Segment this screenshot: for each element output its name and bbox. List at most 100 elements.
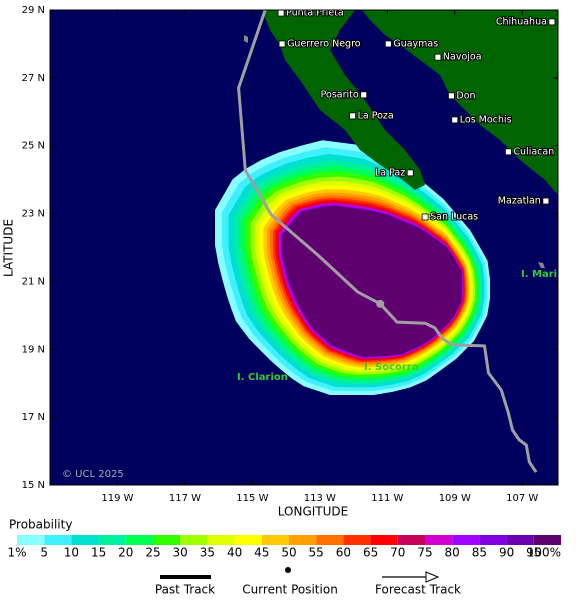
legend-tick-label: 40	[227, 546, 242, 560]
legend-tick-label: 65	[363, 546, 378, 560]
place-marker	[360, 91, 368, 99]
legend-tick-label: 90	[499, 546, 514, 560]
legend-tick-label: 80	[445, 546, 460, 560]
legend-tick-label: 85	[472, 546, 487, 560]
legend-swatch	[479, 535, 507, 545]
island-label: I. Clarion	[237, 372, 288, 383]
map-frame	[49, 9, 559, 486]
x-tick-label: 111 W	[371, 493, 403, 504]
place-label: Guaymas	[393, 38, 438, 49]
current-position-label: Current Position	[242, 583, 338, 597]
y-tick-label: 19 N	[22, 344, 45, 355]
legend-tick-label: 35	[200, 546, 215, 560]
place-label: San Lucas	[430, 211, 478, 222]
forecast-track-arrow	[425, 571, 440, 583]
place-marker	[421, 213, 429, 221]
credit: © UCL 2025	[62, 469, 124, 480]
legend-swatch	[261, 535, 289, 545]
place-marker	[451, 116, 459, 124]
place-label: Mazatlan	[498, 196, 541, 207]
legend-tick-label: 55	[309, 546, 324, 560]
legend-swatch	[343, 535, 371, 545]
y-axis-label: LATITUDE	[2, 219, 16, 277]
legend-tick-label: 70	[390, 546, 405, 560]
past-track-label: Past Track	[155, 583, 215, 597]
y-tick-label: 29 N	[22, 5, 45, 16]
legend-swatch	[98, 535, 126, 545]
place-label: Posarito	[321, 89, 359, 100]
y-tick-label: 17 N	[22, 412, 45, 423]
place-marker	[434, 53, 442, 61]
x-tick-label: 119 W	[101, 493, 133, 504]
place-label: Don	[456, 90, 475, 101]
legend-swatch	[289, 535, 317, 545]
y-tick-label: 23 N	[22, 209, 45, 220]
place-label: La Poza	[358, 110, 394, 121]
place-marker	[349, 112, 356, 120]
place-marker	[548, 18, 556, 26]
legend-tick-label: 45	[254, 546, 269, 560]
place-label: Los Mochis	[460, 114, 512, 125]
past-track	[237, 10, 381, 306]
place-label: Culiacan	[513, 146, 554, 157]
island-label: I. Maria	[521, 269, 564, 280]
legend-swatch	[506, 535, 534, 545]
legend-tick-label: 95	[526, 546, 541, 560]
legend-swatch	[425, 535, 453, 545]
legend-tick-label: 60	[336, 546, 351, 560]
legend-tick-label: 100%	[527, 546, 561, 560]
legend-tick-label: 20	[118, 546, 133, 560]
place-marker	[542, 197, 550, 205]
x-tick-label: 107 W	[506, 493, 538, 504]
legend-title: Probability	[9, 518, 72, 532]
legend-swatch	[17, 535, 45, 545]
current-position	[376, 299, 385, 308]
current-position-key	[285, 567, 291, 573]
baja-land	[262, 10, 425, 190]
legend-tick-label: 50	[281, 546, 296, 560]
legend-swatch	[397, 535, 425, 545]
place-marker	[277, 10, 285, 17]
x-tick-label: 109 W	[439, 493, 471, 504]
x-axis-label: LONGITUDE	[278, 505, 348, 519]
forecast-track	[379, 302, 538, 473]
place-label: Guerrero Negro	[287, 38, 361, 49]
place-marker	[278, 40, 286, 48]
place-label: Punta Prieta	[286, 8, 344, 19]
place-marker	[406, 169, 414, 177]
x-tick-label: 115 W	[236, 493, 268, 504]
legend-swatch	[234, 535, 262, 545]
legend-swatch	[71, 535, 99, 545]
probability-band	[282, 205, 462, 357]
island-label: I. Socorro	[364, 362, 419, 373]
place-marker	[448, 92, 455, 100]
y-tick-label: 15 N	[22, 480, 45, 491]
map: Punta Prieta Guerrero Negro Guaymas Chihuah…	[50, 8, 564, 485]
forecast-track-label: Forecast Track	[375, 583, 461, 597]
legend-tick-label: 25	[145, 546, 160, 560]
legend-swatch	[153, 535, 181, 545]
place-marker	[384, 40, 392, 48]
legend-swatch	[207, 535, 235, 545]
legend-swatch	[316, 535, 344, 545]
legend-swatch	[370, 535, 398, 545]
x-tick-label: 117 W	[169, 493, 201, 504]
legend-swatch	[180, 535, 208, 545]
legend-swatch	[44, 535, 72, 545]
y-tick-label: 27 N	[22, 73, 45, 84]
legend-swatch	[125, 535, 153, 545]
place-label: La Paz	[375, 167, 405, 178]
legend-tick-label: 1%	[7, 546, 26, 560]
place-label: Chihuahua	[496, 16, 547, 27]
legend-tick-label: 5	[40, 546, 48, 560]
legend-tick-label: 10	[64, 546, 79, 560]
legend-tick-label: 30	[173, 546, 188, 560]
legend-tick-label: 15	[91, 546, 106, 560]
legend-tick-label: 75	[417, 546, 432, 560]
legend-swatch	[452, 535, 480, 545]
y-tick-label: 25 N	[22, 141, 45, 152]
y-tick-label: 21 N	[22, 276, 45, 287]
legend-swatch	[533, 535, 561, 545]
place-label: Navojoa	[443, 52, 482, 63]
